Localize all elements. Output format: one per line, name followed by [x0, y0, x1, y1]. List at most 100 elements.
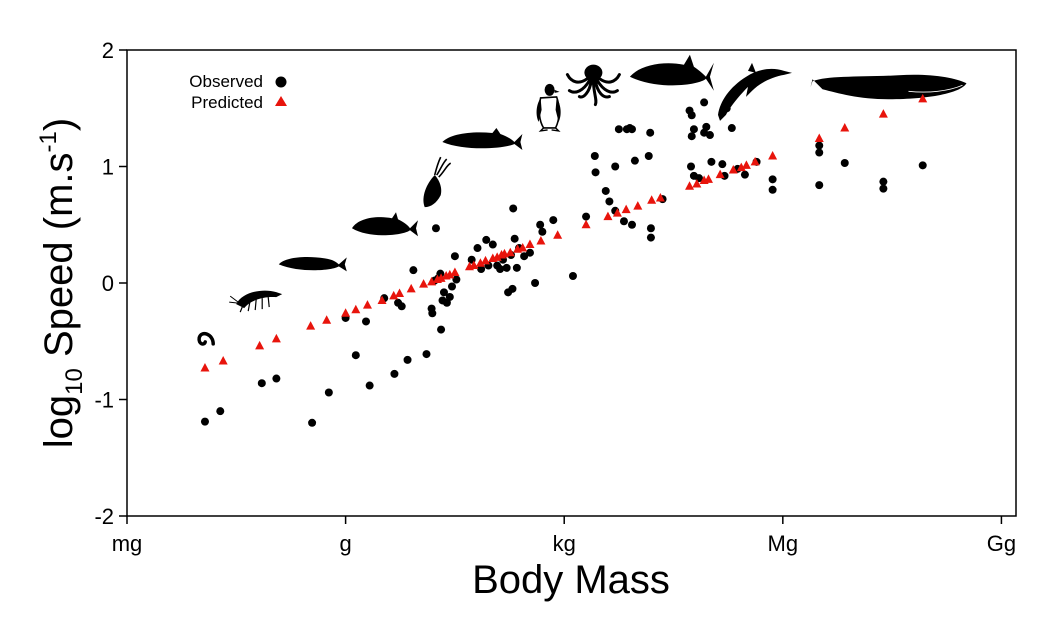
y-axis-title-main: log [37, 395, 81, 448]
observed-point [879, 177, 888, 186]
observed-point [568, 272, 577, 281]
observed-point [768, 175, 777, 184]
y-tick-label: 0 [102, 271, 114, 296]
predicted-point [362, 300, 372, 309]
legend: Observed Predicted [189, 72, 287, 112]
predicted-point [406, 283, 416, 293]
predicted-point [481, 255, 491, 265]
predicted-point [419, 279, 429, 288]
observed-point [216, 407, 225, 416]
observed-point [614, 125, 623, 134]
observed-point [646, 128, 655, 137]
observed-point [482, 235, 491, 244]
observed-point [439, 288, 448, 297]
predicted-point [647, 195, 657, 204]
whale-icon [810, 74, 967, 100]
y-axis-title: log10 Speed (m.s-1) [35, 118, 88, 448]
predicted-point [469, 260, 479, 270]
observed-point [510, 234, 519, 243]
predicted-point [553, 230, 563, 239]
predicted-point [505, 247, 515, 257]
observed-point [445, 292, 454, 301]
observed-point [646, 233, 655, 242]
legend-marker-observed [275, 76, 287, 88]
observed-point [473, 244, 482, 253]
predicted-point [621, 204, 631, 214]
observed-point [362, 317, 371, 326]
x-tick-label: mg [112, 531, 143, 556]
octopus-icon [565, 64, 621, 107]
predicted-point [255, 340, 265, 350]
predicted-point [322, 315, 332, 324]
observed-point [450, 252, 459, 261]
observed-point [549, 216, 558, 225]
y-axis-title-subscript: 10 [61, 368, 88, 395]
observed-point [308, 418, 317, 427]
predicted-point [218, 356, 228, 365]
observed-point [428, 309, 437, 318]
observed-point [452, 275, 461, 284]
predicted-point [475, 258, 485, 267]
x-tick-label: Mg [768, 531, 799, 556]
observed-point [840, 159, 849, 168]
observed-point [879, 184, 888, 193]
predicted-point [603, 211, 613, 221]
predicted-point [395, 288, 405, 297]
observed-point [365, 381, 374, 390]
predicted-point [492, 252, 502, 261]
observed-point [512, 263, 521, 272]
predicted-point [685, 181, 695, 190]
predicted-point [736, 162, 746, 172]
observed-point [815, 141, 824, 150]
legend-label-predicted: Predicted [191, 93, 263, 112]
y-axis-title-end: ) [37, 118, 81, 131]
observed-point [200, 417, 209, 426]
predicted-point [728, 164, 738, 174]
predicted-point [612, 208, 622, 217]
observed-point [591, 168, 600, 177]
observed-point [718, 160, 727, 169]
predicted-point [445, 269, 455, 279]
predicted-series [200, 93, 928, 372]
observed-point [324, 388, 333, 397]
observed-point [590, 152, 599, 161]
observed-point [705, 131, 714, 140]
predicted-point [581, 219, 591, 229]
observed-point [531, 279, 540, 287]
predicted-point [427, 276, 437, 286]
squid-icon [423, 156, 452, 208]
observed-point [627, 125, 636, 134]
predicted-point [840, 123, 850, 132]
y-axis: 2 1 0 -1 -2 [94, 38, 127, 529]
x-axis-title: Body Mass [472, 558, 670, 602]
observed-point [403, 355, 412, 364]
legend-label-observed: Observed [189, 72, 263, 91]
predicted-point [703, 174, 713, 183]
observed-point [740, 170, 749, 179]
y-tick-label: -1 [94, 388, 114, 413]
salmon-icon [442, 128, 523, 150]
x-tick-label: kg [553, 531, 576, 556]
predicted-point [450, 267, 460, 277]
predicted-point [633, 201, 643, 210]
observed-point [722, 104, 731, 113]
observed-point [525, 248, 534, 257]
observed-point [422, 350, 431, 359]
observed-point [409, 266, 418, 275]
shrimp-icon [229, 290, 283, 313]
x-tick-label: Gg [987, 531, 1016, 556]
observed-point [815, 181, 824, 190]
predicted-point [351, 304, 361, 314]
observed-point [687, 162, 696, 171]
predicted-point [918, 93, 928, 103]
y-tick-label: -2 [94, 504, 114, 529]
predicted-point [525, 239, 535, 249]
observed-point [520, 252, 529, 261]
observed-point [397, 302, 406, 311]
observed-point [502, 263, 511, 272]
observed-point [644, 152, 653, 161]
observed-point [536, 220, 545, 229]
predicted-point [655, 192, 665, 202]
observed-point [509, 204, 518, 213]
